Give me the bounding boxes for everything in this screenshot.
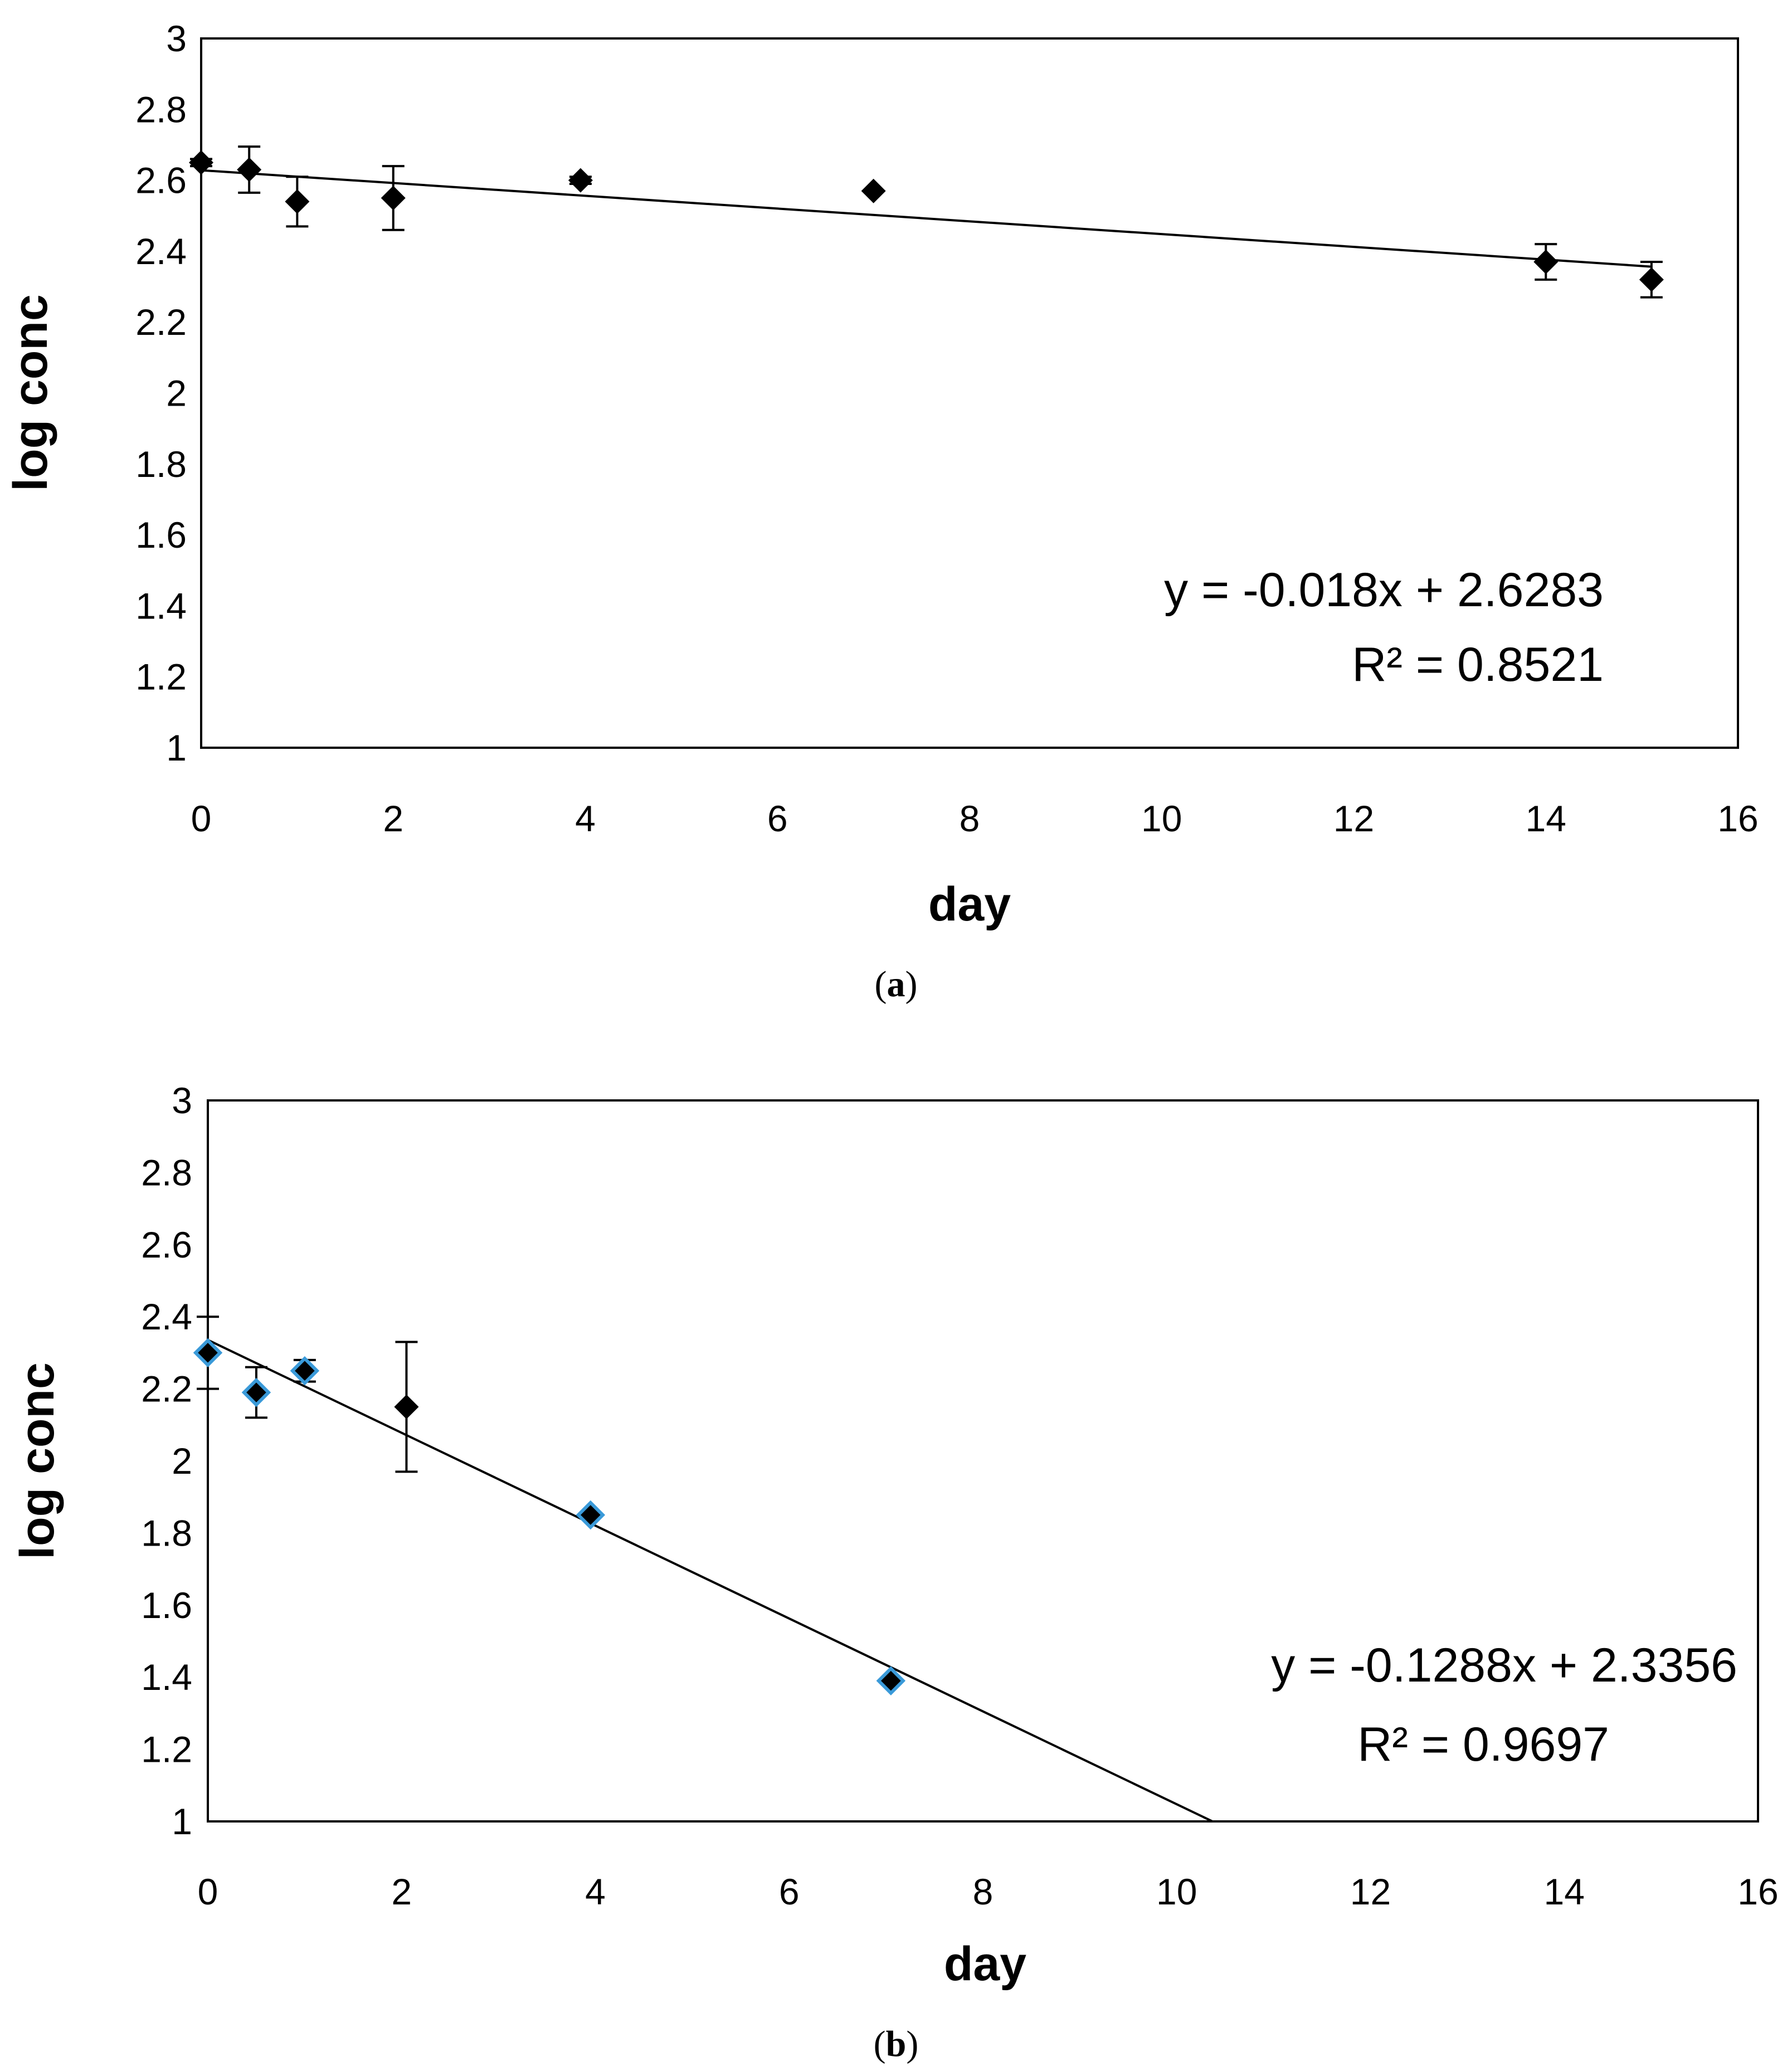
chart-panel-a: 1 1.2 1.4 1.6 1.8 2 2.2 2.4 2.6 2.8 3 0 2 4 6 8 10 12 14 1… <box>4 18 1759 1005</box>
x-tick-label: 10 <box>1141 798 1182 839</box>
x-axis-title-a: day <box>928 878 1011 931</box>
y-tick-label: 3 <box>172 1080 192 1121</box>
x-tick-label: 4 <box>575 798 596 839</box>
y-tick-label: 2.8 <box>141 1152 192 1193</box>
y-tick-label: 1.2 <box>141 1729 192 1770</box>
equation-a: y = -0.018x + 2.6283 <box>1164 563 1604 617</box>
chart-panel-b: 1 1.2 1.4 1.6 1.8 2 2.2 2.4 2.6 2.8 3 0 2 4 6 8 10 12 14 1… <box>11 1080 1779 2064</box>
y-tick-labels-a: 1 1.2 1.4 1.6 1.8 2 2.2 2.4 2.6 2.8 3 <box>135 18 187 768</box>
data-point <box>285 189 310 214</box>
trendline-segment <box>201 169 1652 268</box>
r-squared-b: R² = 0.9697 <box>1357 1718 1609 1771</box>
x-tick-label: 14 <box>1544 1871 1585 1912</box>
y-tick-label: 2.2 <box>135 301 187 343</box>
panel-caption-a: (a) <box>875 964 918 1005</box>
y-tick-label: 2.6 <box>141 1224 192 1265</box>
equation-b: y = -0.1288x + 2.3356 <box>1271 1639 1737 1692</box>
r-squared-a: R² = 0.8521 <box>1352 638 1604 691</box>
data-points-a <box>189 150 1664 292</box>
data-point <box>290 1356 320 1386</box>
y-tick-label: 1.4 <box>135 585 187 626</box>
x-tick-label: 6 <box>767 798 788 839</box>
data-point <box>1639 267 1664 292</box>
data-point <box>394 1394 419 1419</box>
y-tick-label: 2.4 <box>141 1296 192 1337</box>
y-tick-label: 2.4 <box>135 231 187 272</box>
x-tick-label: 0 <box>198 1871 218 1912</box>
y-axis-title-b: log conc <box>11 1362 64 1560</box>
x-tick-label: 16 <box>1737 1871 1778 1912</box>
data-point <box>241 1377 271 1407</box>
data-point <box>189 150 213 175</box>
panel-caption-letter-a: a <box>887 964 905 1005</box>
y-tick-label: 1 <box>166 727 187 768</box>
y-tick-label: 1.6 <box>141 1585 192 1626</box>
data-points-b <box>193 1338 906 1695</box>
data-point <box>576 1500 606 1530</box>
x-tick-label: 2 <box>391 1871 412 1912</box>
x-tick-label: 14 <box>1526 798 1566 839</box>
x-tick-label: 8 <box>973 1871 994 1912</box>
data-point <box>193 1338 223 1368</box>
data-point <box>876 1666 906 1695</box>
y-tick-label: 1.2 <box>135 656 187 698</box>
data-point <box>568 168 593 193</box>
x-tick-labels-a: 0 2 4 6 8 10 12 14 16 <box>191 798 1759 839</box>
x-tick-labels-b: 0 2 4 6 8 10 12 14 16 <box>198 1871 1779 1912</box>
x-tick-label: 10 <box>1156 1871 1197 1912</box>
x-tick-label: 4 <box>585 1871 606 1912</box>
y-tick-label: 2 <box>172 1440 192 1482</box>
y-tick-label: 1.8 <box>141 1512 192 1553</box>
y-tick-label: 2.6 <box>135 160 187 201</box>
y-tick-label: 2.8 <box>135 89 187 130</box>
data-point <box>237 157 262 182</box>
panel-caption-b: (b) <box>874 2024 919 2064</box>
y-tick-labels-b: 1 1.2 1.4 1.6 1.8 2 2.2 2.4 2.6 2.8 3 <box>141 1080 192 1842</box>
panel-caption-letter-b: b <box>886 2024 907 2064</box>
y-tick-label: 3 <box>166 18 187 59</box>
y-tick-label: 2.2 <box>141 1368 192 1410</box>
x-tick-label: 2 <box>383 798 403 839</box>
y-tick-label: 1.4 <box>141 1656 192 1698</box>
x-tick-label: 12 <box>1350 1871 1391 1912</box>
x-tick-label: 16 <box>1717 798 1758 839</box>
data-point <box>381 186 406 211</box>
data-point <box>1533 249 1559 274</box>
trendline-b <box>207 1339 1213 1823</box>
y-tick-label: 1 <box>172 1801 192 1842</box>
error-bars-b <box>197 1315 418 1473</box>
y-tick-label: 1.8 <box>135 444 187 485</box>
x-axis-title-b: day <box>944 1937 1026 1991</box>
y-tick-label: 2 <box>166 373 187 414</box>
error-bars-a <box>190 145 1663 299</box>
data-point <box>861 178 886 203</box>
plot-area-b <box>207 1099 1759 1823</box>
trendline-a <box>201 169 1652 268</box>
x-tick-label: 0 <box>191 798 212 839</box>
y-axis-title-a: log conc <box>4 294 57 491</box>
x-tick-label: 6 <box>779 1871 800 1912</box>
x-tick-label: 8 <box>960 798 980 839</box>
y-tick-label: 1.6 <box>135 514 187 556</box>
x-tick-label: 12 <box>1333 798 1374 839</box>
trendline-segment <box>207 1339 1213 1823</box>
plot-area-a <box>200 37 1739 749</box>
